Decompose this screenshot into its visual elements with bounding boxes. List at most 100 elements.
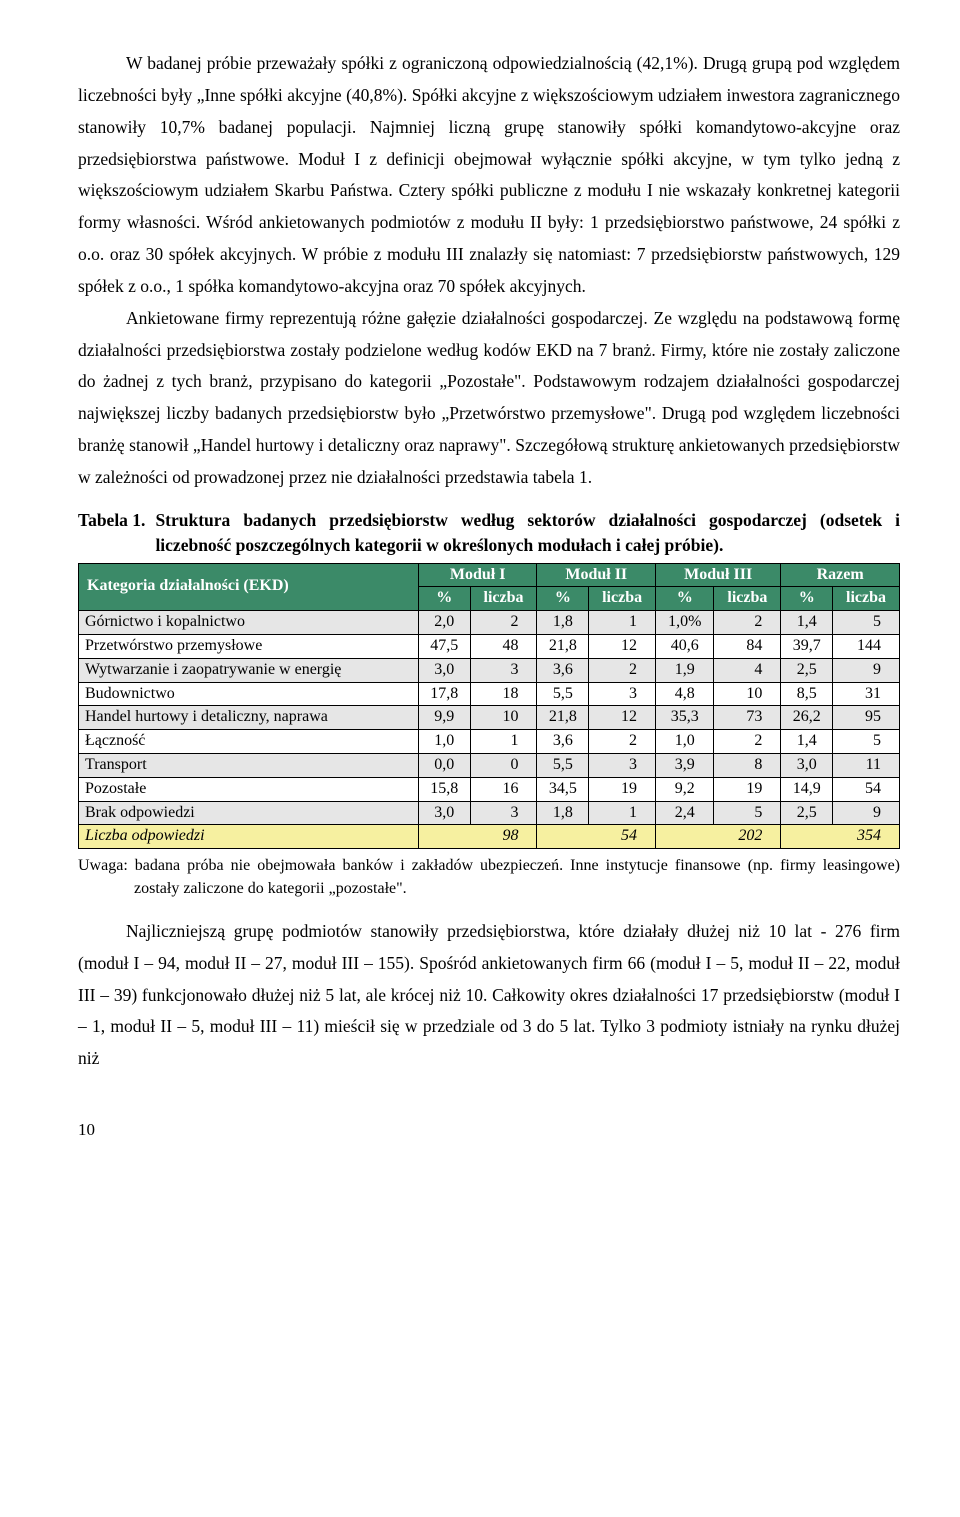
cell-value: 3,0 — [418, 801, 470, 825]
cell-value: 84 — [714, 634, 781, 658]
cell-value: 3,6 — [537, 658, 589, 682]
cell-category: Liczba odpowiedzi — [79, 825, 419, 849]
cell-value: 2 — [714, 611, 781, 635]
cell-value: 5 — [833, 730, 900, 754]
col-module-2: Moduł II — [537, 563, 656, 587]
cell-value: 9,9 — [418, 706, 470, 730]
table-header: Kategoria działalności (EKD) Moduł I Mod… — [79, 563, 900, 611]
cell-value: 1,8 — [537, 611, 589, 635]
cell-value: 3,0 — [781, 753, 833, 777]
cell-value: 39,7 — [781, 634, 833, 658]
cell-value: 9 — [833, 658, 900, 682]
cell-value: 14,9 — [781, 777, 833, 801]
cell-value: 12 — [589, 706, 656, 730]
cell-value: 1,0 — [656, 730, 714, 754]
cell-value: 2 — [470, 611, 537, 635]
table-body: Górnictwo i kopalnictwo2,021,811,0%21,45… — [79, 611, 900, 849]
cell-value: 5 — [833, 611, 900, 635]
cell-value: 12 — [589, 634, 656, 658]
cell-category: Brak odpowiedzi — [79, 801, 419, 825]
cell-value: 0 — [470, 753, 537, 777]
cell-value: 10 — [714, 682, 781, 706]
cell-value: 1 — [470, 730, 537, 754]
cell-value: 40,6 — [656, 634, 714, 658]
cell-value: 31 — [833, 682, 900, 706]
col-module-1: Moduł I — [418, 563, 537, 587]
table-row: Handel hurtowy i detaliczny, naprawa9,91… — [79, 706, 900, 730]
cell-category: Budownictwo — [79, 682, 419, 706]
cell-category: Łączność — [79, 730, 419, 754]
cell-value: 15,8 — [418, 777, 470, 801]
cell-value: 1 — [589, 611, 656, 635]
subcol-pct: % — [418, 587, 470, 611]
data-table: Kategoria działalności (EKD) Moduł I Mod… — [78, 563, 900, 850]
cell-value: 2,5 — [781, 658, 833, 682]
cell-value: 48 — [470, 634, 537, 658]
cell-total: 54 — [537, 825, 656, 849]
cell-value: 11 — [833, 753, 900, 777]
cell-value: 9 — [833, 801, 900, 825]
cell-value: 1,9 — [656, 658, 714, 682]
cell-value: 3,6 — [537, 730, 589, 754]
cell-value: 3,0 — [418, 658, 470, 682]
col-total: Razem — [781, 563, 900, 587]
cell-value: 1,8 — [537, 801, 589, 825]
table-row-totals: Liczba odpowiedzi9854202354 — [79, 825, 900, 849]
subcol-pct: % — [537, 587, 589, 611]
cell-value: 1 — [589, 801, 656, 825]
cell-value: 10 — [470, 706, 537, 730]
cell-value: 2,4 — [656, 801, 714, 825]
col-category: Kategoria działalności (EKD) — [79, 563, 419, 611]
cell-value: 9,2 — [656, 777, 714, 801]
subcol-count: liczba — [470, 587, 537, 611]
cell-value: 0,0 — [418, 753, 470, 777]
cell-value: 21,8 — [537, 706, 589, 730]
table-row: Wytwarzanie i zaopatrywanie w energię3,0… — [79, 658, 900, 682]
cell-value: 1,4 — [781, 611, 833, 635]
table-row: Transport0,005,533,983,011 — [79, 753, 900, 777]
cell-value: 54 — [833, 777, 900, 801]
cell-value: 3 — [589, 682, 656, 706]
cell-category: Pozostałe — [79, 777, 419, 801]
cell-value: 5 — [714, 801, 781, 825]
subcol-pct: % — [656, 587, 714, 611]
cell-value: 21,8 — [537, 634, 589, 658]
cell-value: 34,5 — [537, 777, 589, 801]
cell-value: 35,3 — [656, 706, 714, 730]
cell-value: 3,9 — [656, 753, 714, 777]
cell-value: 5,5 — [537, 682, 589, 706]
cell-category: Transport — [79, 753, 419, 777]
cell-category: Górnictwo i kopalnictwo — [79, 611, 419, 635]
cell-value: 2,0 — [418, 611, 470, 635]
cell-total: 354 — [781, 825, 900, 849]
cell-value: 144 — [833, 634, 900, 658]
table-row: Pozostałe15,81634,5199,21914,954 — [79, 777, 900, 801]
cell-value: 2 — [589, 730, 656, 754]
table-row: Górnictwo i kopalnictwo2,021,811,0%21,45 — [79, 611, 900, 635]
table-row: Łączność1,013,621,021,45 — [79, 730, 900, 754]
table-row: Przetwórstwo przemysłowe47,54821,81240,6… — [79, 634, 900, 658]
cell-value: 73 — [714, 706, 781, 730]
cell-category: Handel hurtowy i detaliczny, naprawa — [79, 706, 419, 730]
subcol-count: liczba — [589, 587, 656, 611]
cell-value: 95 — [833, 706, 900, 730]
cell-value: 1,0 — [418, 730, 470, 754]
cell-value: 1,4 — [781, 730, 833, 754]
table-caption: Tabela 1. Struktura badanych przedsiębio… — [78, 508, 900, 559]
table-row: Budownictwo17,8185,534,8108,531 — [79, 682, 900, 706]
subcol-count: liczba — [833, 587, 900, 611]
cell-value: 2 — [714, 730, 781, 754]
cell-value: 4 — [714, 658, 781, 682]
cell-value: 3 — [470, 801, 537, 825]
cell-value: 1,0% — [656, 611, 714, 635]
cell-value: 47,5 — [418, 634, 470, 658]
paragraph-1: W badanej próbie przeważały spółki z ogr… — [78, 48, 900, 303]
cell-value: 2 — [589, 658, 656, 682]
cell-value: 4,8 — [656, 682, 714, 706]
cell-value: 26,2 — [781, 706, 833, 730]
paragraph-3: Najliczniejszą grupę podmiotów stanowiły… — [78, 916, 900, 1075]
table-row: Brak odpowiedzi3,031,812,452,59 — [79, 801, 900, 825]
cell-category: Wytwarzanie i zaopatrywanie w energię — [79, 658, 419, 682]
cell-value: 17,8 — [418, 682, 470, 706]
cell-category: Przetwórstwo przemysłowe — [79, 634, 419, 658]
